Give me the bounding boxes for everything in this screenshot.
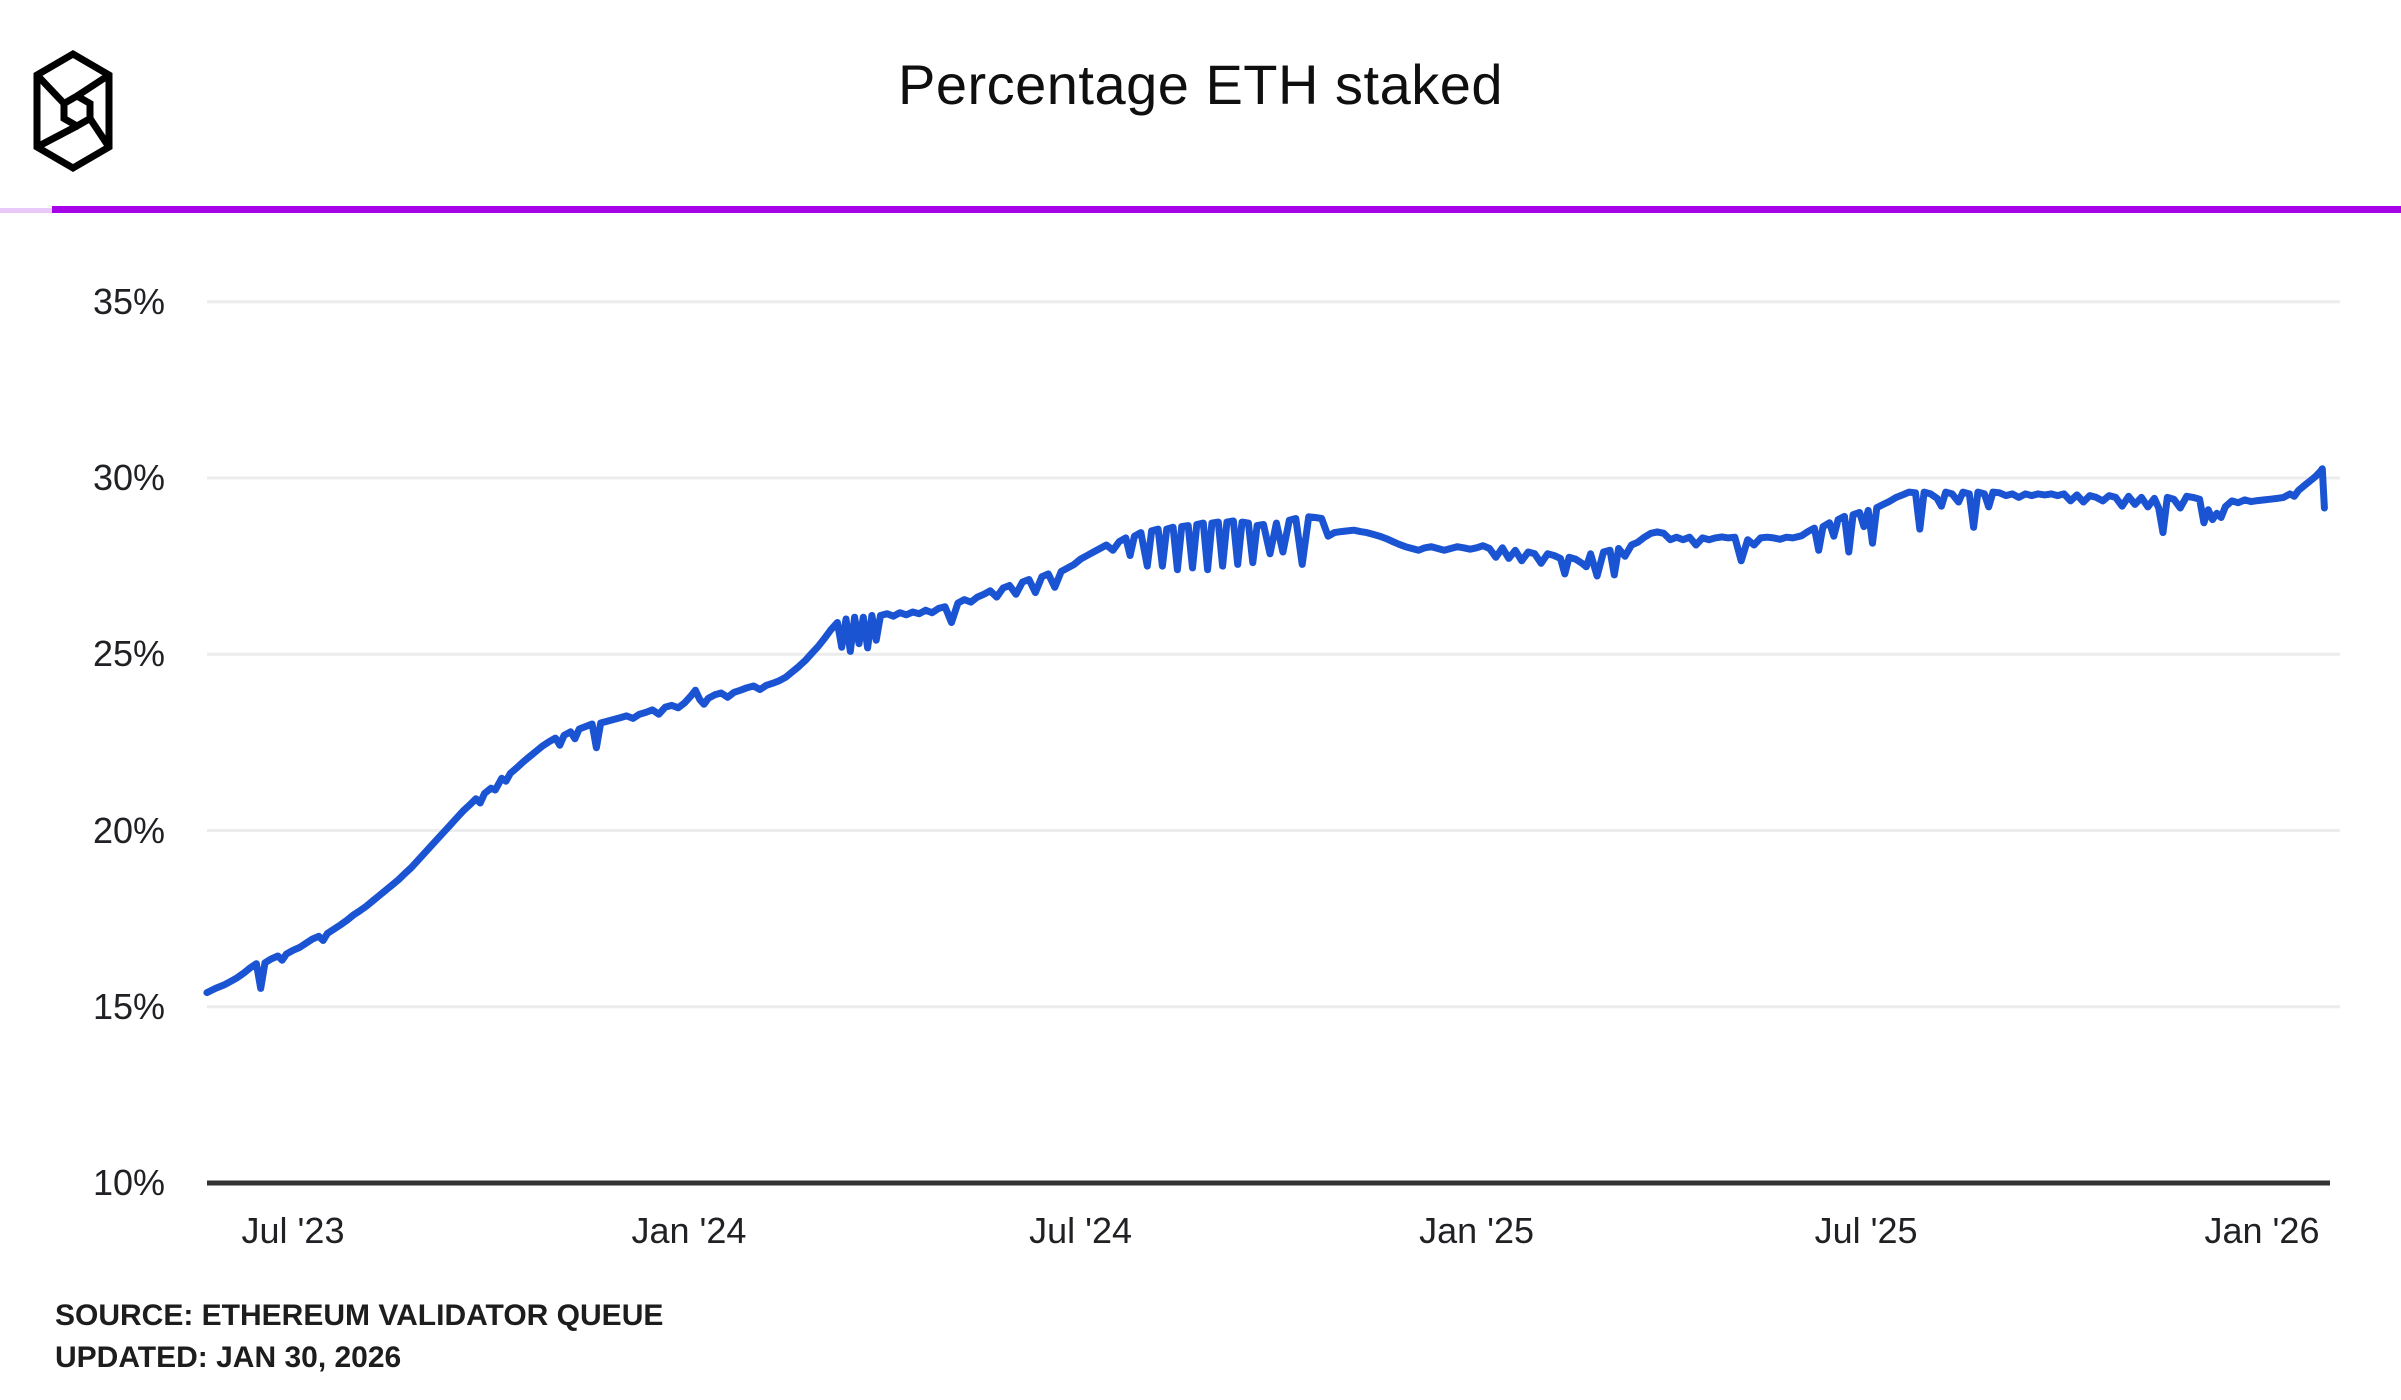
- y-axis-label: 25%: [92, 633, 165, 675]
- y-axis-label: 10%: [92, 1162, 165, 1203]
- updated-note: UPDATED: JAN 30, 2026: [55, 1341, 402, 1374]
- y-axis-label: 35%: [92, 280, 165, 322]
- y-axis-label: 15%: [92, 985, 165, 1027]
- eth-staked-series-line: [203, 465, 2328, 997]
- x-axis-label: Jul '23: [241, 1210, 345, 1251]
- gridlines: [207, 300, 2340, 1009]
- x-axis-label: Jul '25: [1814, 1210, 1918, 1251]
- chart-footnote: SOURCE: ETHEREUM VALIDATOR QUEUE UPDATED…: [55, 1295, 663, 1379]
- x-axis-label: Jan '25: [1419, 1210, 1535, 1251]
- wireframe-cube-logo-icon: [33, 49, 113, 173]
- x-axis-label: Jan '26: [2204, 1210, 2320, 1251]
- divider-accent-purple: [52, 206, 2401, 213]
- y-axis-label: 20%: [92, 809, 165, 851]
- x-axis-label: Jan '24: [631, 1210, 747, 1251]
- page-title: Percentage ETH staked: [897, 53, 1504, 116]
- y-axis-label: 30%: [92, 457, 165, 498]
- source-note: SOURCE: ETHEREUM VALIDATOR QUEUE: [55, 1299, 664, 1332]
- x-axis-label: Jul '24: [1029, 1210, 1133, 1251]
